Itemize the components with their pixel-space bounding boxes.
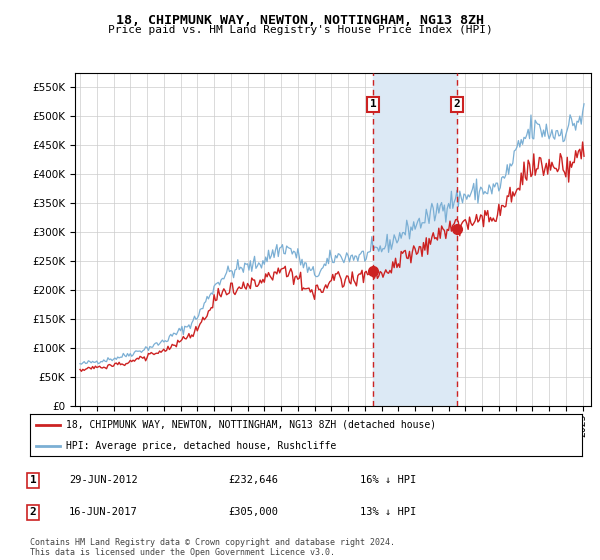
Text: 13% ↓ HPI: 13% ↓ HPI [360,507,416,517]
Text: £232,646: £232,646 [228,475,278,486]
Text: HPI: Average price, detached house, Rushcliffe: HPI: Average price, detached house, Rush… [66,441,336,451]
Text: Contains HM Land Registry data © Crown copyright and database right 2024.
This d: Contains HM Land Registry data © Crown c… [30,538,395,557]
Text: 29-JUN-2012: 29-JUN-2012 [69,475,138,486]
Text: 2: 2 [29,507,37,517]
Text: £305,000: £305,000 [228,507,278,517]
Bar [373,73,457,406]
Text: 16-JUN-2017: 16-JUN-2017 [69,507,138,517]
Text: 18, CHIPMUNK WAY, NEWTON, NOTTINGHAM, NG13 8ZH (detached house): 18, CHIPMUNK WAY, NEWTON, NOTTINGHAM, NG… [66,420,436,430]
Text: 16% ↓ HPI: 16% ↓ HPI [360,475,416,486]
Text: 18, CHIPMUNK WAY, NEWTON, NOTTINGHAM, NG13 8ZH: 18, CHIPMUNK WAY, NEWTON, NOTTINGHAM, NG… [116,14,484,27]
Text: 1: 1 [29,475,37,486]
Text: Price paid vs. HM Land Registry's House Price Index (HPI): Price paid vs. HM Land Registry's House … [107,25,493,35]
Text: 2: 2 [454,100,460,109]
Text: 1: 1 [370,100,377,109]
